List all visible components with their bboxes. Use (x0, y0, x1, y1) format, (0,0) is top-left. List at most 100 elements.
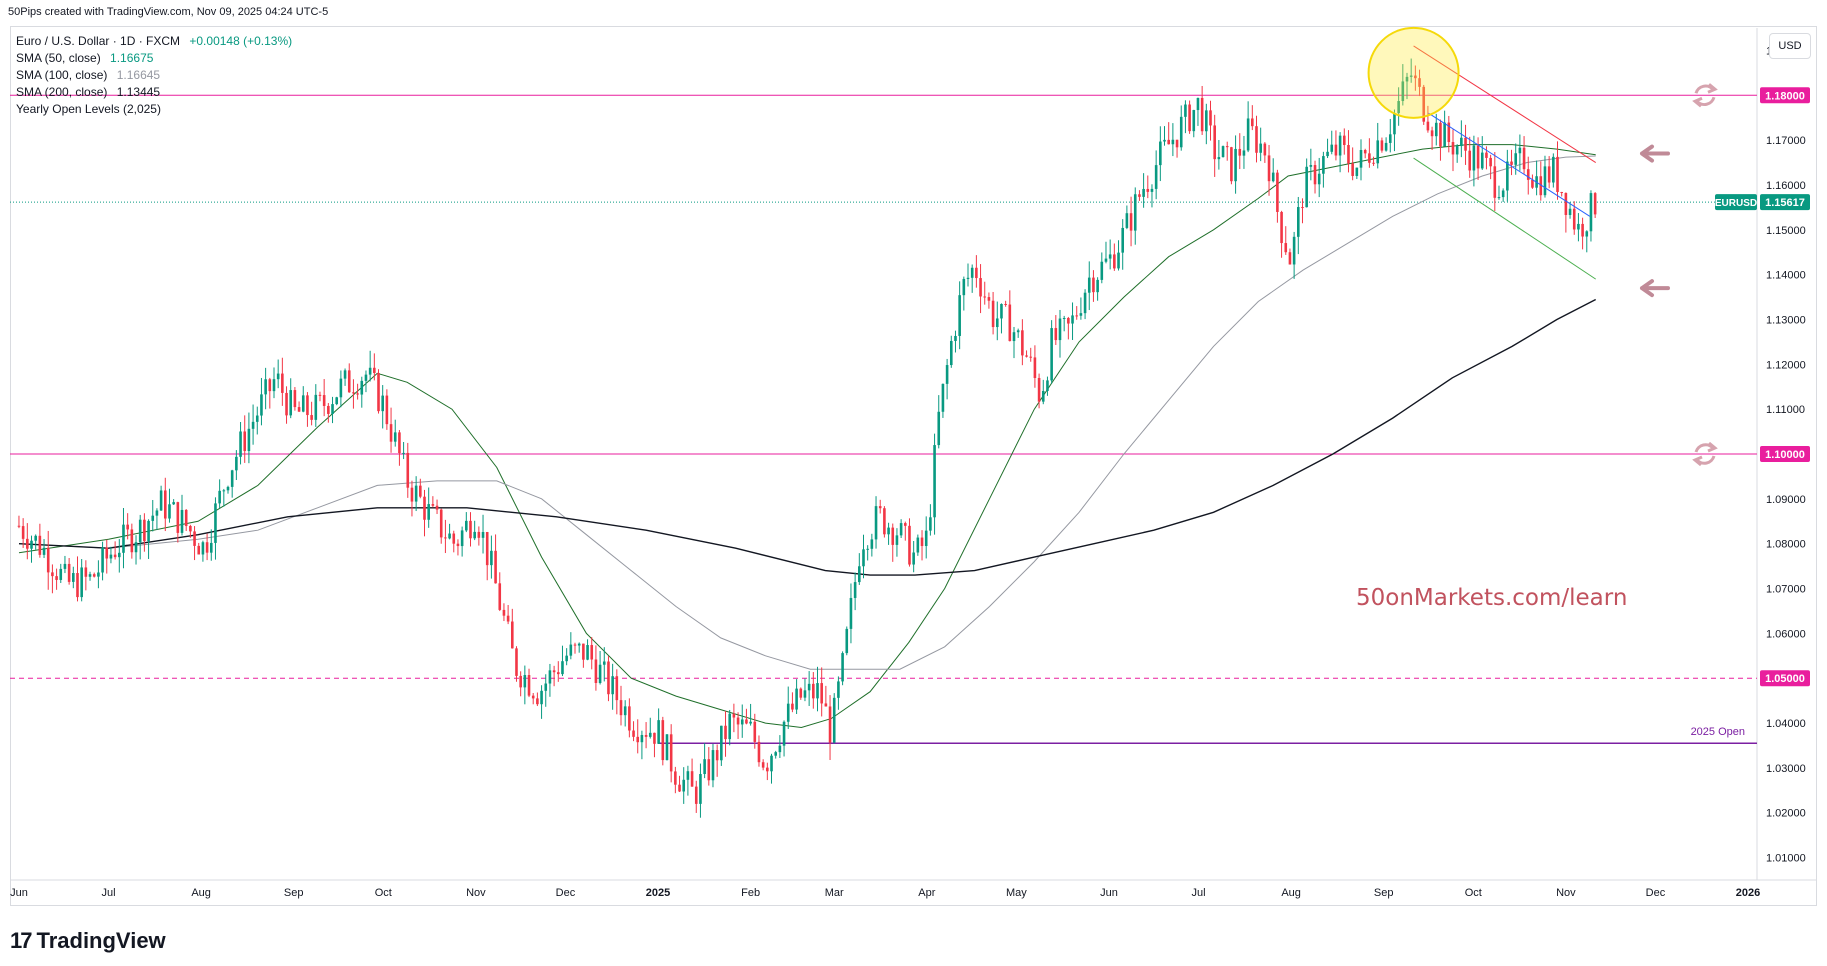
candle-body (251, 421, 255, 429)
highlight-circle (1367, 26, 1460, 119)
candle-body (26, 538, 29, 549)
candle-body (1480, 152, 1484, 169)
candle-body (1564, 192, 1568, 215)
candle-body (778, 745, 782, 753)
candle-body (1464, 137, 1467, 151)
candle-body (694, 786, 698, 804)
candle-body (235, 456, 238, 471)
rotate-icon-head (1692, 96, 1703, 108)
candle-body (908, 525, 911, 565)
currency-button[interactable]: USD (1769, 33, 1811, 59)
candle-body (1221, 146, 1225, 158)
candle-body (21, 526, 25, 539)
candle-body (444, 537, 447, 539)
candle-body (1100, 261, 1104, 280)
candle-body (1025, 355, 1028, 357)
candle-body (1368, 153, 1371, 163)
candle-body (795, 688, 798, 710)
legend-sma100-label: SMA (100, close) (16, 68, 108, 82)
candle-body (594, 659, 598, 683)
candle-body (874, 506, 878, 540)
candle-body (1443, 122, 1446, 147)
x-tick-label: Nov (466, 887, 486, 899)
candle-body (924, 530, 928, 547)
candle-body (448, 533, 451, 539)
candle-body (76, 573, 79, 598)
candle-body (870, 539, 874, 549)
candle-body (615, 676, 619, 701)
candle-body (122, 524, 125, 553)
candle-body (1192, 110, 1196, 132)
legend-sma50[interactable]: SMA (50, close) 1.16675 (16, 50, 292, 67)
candle-body (548, 670, 552, 684)
legend-sma100[interactable]: SMA (100, close) 1.16645 (16, 67, 292, 84)
candle-body (1163, 139, 1166, 142)
trendline (1413, 45, 1597, 163)
x-tick-label: Dec (1646, 887, 1666, 899)
candle-body (1380, 140, 1384, 151)
candle-body (1305, 166, 1308, 208)
legend-change: +0.00148 (+0.13%) (189, 34, 293, 48)
candle-body (260, 394, 263, 416)
x-tick-label: Dec (556, 887, 576, 899)
candle-body (1388, 134, 1392, 143)
candle-body (1531, 179, 1534, 188)
candle-body (858, 566, 861, 583)
candle-body (281, 373, 284, 393)
candle-body (1510, 161, 1513, 165)
candle-body (419, 485, 422, 497)
candle-body (657, 720, 660, 744)
candle-body (1539, 176, 1543, 196)
candle-body (832, 697, 836, 743)
legend-sma50-label: SMA (50, close) (16, 51, 101, 65)
candle-body (740, 719, 744, 725)
candle-body (824, 703, 828, 707)
candle-body (1046, 380, 1049, 391)
candle-body (862, 549, 865, 567)
candle-body (72, 573, 75, 582)
candle-body (38, 535, 42, 555)
candle-body (352, 392, 355, 394)
candle-body (1460, 137, 1463, 147)
candle-body (786, 703, 790, 722)
candle-body (143, 519, 146, 542)
x-tick-label: Jul (1192, 887, 1206, 899)
candle-body (30, 540, 33, 549)
candle-body (134, 542, 138, 553)
legend-sma200[interactable]: SMA (200, close) 1.13445 (16, 84, 292, 101)
candle-body (644, 735, 648, 737)
candle-body (749, 721, 752, 724)
candle-body (1037, 378, 1041, 402)
candle-body (1083, 292, 1087, 314)
tradingview-brand[interactable]: 17 TradingView (10, 928, 166, 954)
candle-body (632, 730, 635, 737)
candle-body (80, 567, 83, 598)
level-price-label: 1.10000 (1765, 449, 1805, 461)
candle-body (1062, 318, 1066, 320)
candle-body (42, 547, 46, 555)
candle-body (1292, 236, 1296, 265)
candle-body (1050, 328, 1053, 381)
candle-body (678, 784, 681, 792)
legend-yearly-open[interactable]: Yearly Open Levels (2,025) (16, 101, 292, 118)
legend-yearly-open-label: Yearly Open Levels (2,025) (16, 102, 161, 116)
candle-body (941, 383, 945, 412)
candle-body (17, 525, 21, 527)
candle-body (757, 741, 761, 763)
last-price-label: 1.15617 (1765, 197, 1805, 209)
candle-body (799, 688, 803, 698)
candle-body (1071, 315, 1074, 324)
candle-body (1205, 110, 1208, 132)
candle-body (243, 431, 247, 452)
y-tick-label: 1.06000 (1766, 628, 1806, 640)
candle-body (527, 675, 531, 696)
candle-body (510, 621, 514, 649)
candle-body (1079, 313, 1083, 316)
legend-symbol-row[interactable]: Euro / U.S. Dollar · 1D · FXCM +0.00148 … (16, 33, 292, 50)
candle-body (1259, 143, 1262, 153)
candle-body (711, 750, 715, 781)
candle-body (97, 572, 100, 577)
candles (17, 58, 1597, 818)
candle-body (1133, 194, 1137, 231)
